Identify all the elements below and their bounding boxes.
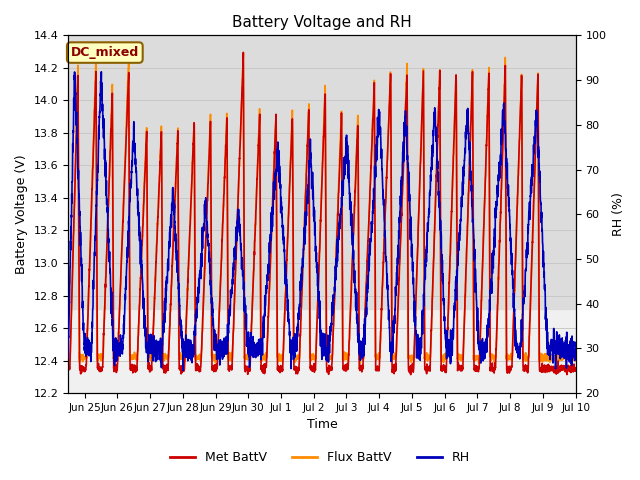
Flux BattV [572, 356, 580, 361]
Met BattV [122, 138, 130, 144]
RH [282, 270, 289, 276]
RH [508, 262, 515, 267]
Flux BattV [259, 356, 267, 361]
X-axis label: Time: Time [307, 419, 337, 432]
RH [64, 355, 72, 361]
Y-axis label: RH (%): RH (%) [612, 192, 625, 236]
Met BattV [407, 372, 415, 377]
Met BattV [572, 366, 580, 372]
Met BattV [64, 365, 72, 371]
Flux BattV [122, 132, 130, 137]
Met BattV [508, 363, 515, 369]
Flux BattV [152, 258, 160, 264]
Flux BattV [64, 353, 72, 359]
RH [97, 69, 105, 75]
Met BattV [239, 49, 247, 55]
Text: DC_mixed: DC_mixed [70, 46, 139, 59]
Legend: Met BattV, Flux BattV, RH: Met BattV, Flux BattV, RH [165, 446, 475, 469]
RH [179, 368, 187, 373]
Flux BattV [562, 357, 570, 362]
Line: Flux BattV: Flux BattV [68, 53, 576, 363]
Flux BattV [281, 307, 289, 312]
RH [562, 346, 570, 352]
Met BattV [152, 260, 160, 265]
Line: RH: RH [68, 72, 576, 371]
Y-axis label: Battery Voltage (V): Battery Voltage (V) [15, 155, 28, 274]
RH [122, 286, 130, 291]
Bar [68, 36, 576, 309]
Flux BattV [508, 357, 515, 363]
RH [152, 337, 160, 343]
Flux BattV [356, 360, 364, 366]
Title: Battery Voltage and RH: Battery Voltage and RH [232, 15, 412, 30]
RH [259, 321, 267, 326]
Flux BattV [239, 50, 247, 56]
Met BattV [562, 365, 570, 371]
Met BattV [281, 306, 289, 312]
Line: Met BattV: Met BattV [68, 52, 576, 374]
RH [572, 340, 580, 346]
Met BattV [259, 370, 267, 376]
